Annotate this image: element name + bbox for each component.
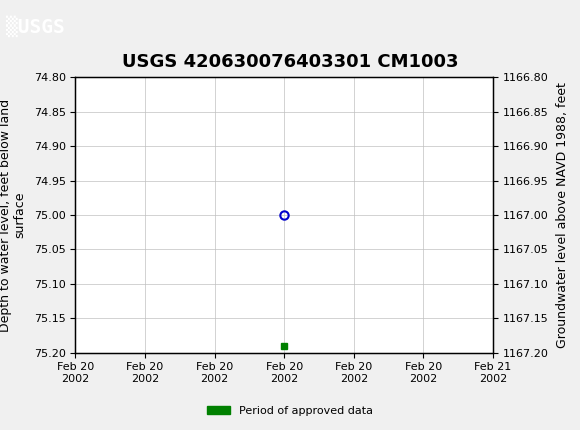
Text: ▒USGS: ▒USGS: [6, 15, 64, 37]
Legend: Period of approved data: Period of approved data: [203, 401, 377, 420]
Text: USGS 420630076403301 CM1003: USGS 420630076403301 CM1003: [122, 53, 458, 71]
Y-axis label: Depth to water level, feet below land
surface: Depth to water level, feet below land su…: [0, 98, 27, 332]
Y-axis label: Groundwater level above NAVD 1988, feet: Groundwater level above NAVD 1988, feet: [556, 82, 568, 348]
